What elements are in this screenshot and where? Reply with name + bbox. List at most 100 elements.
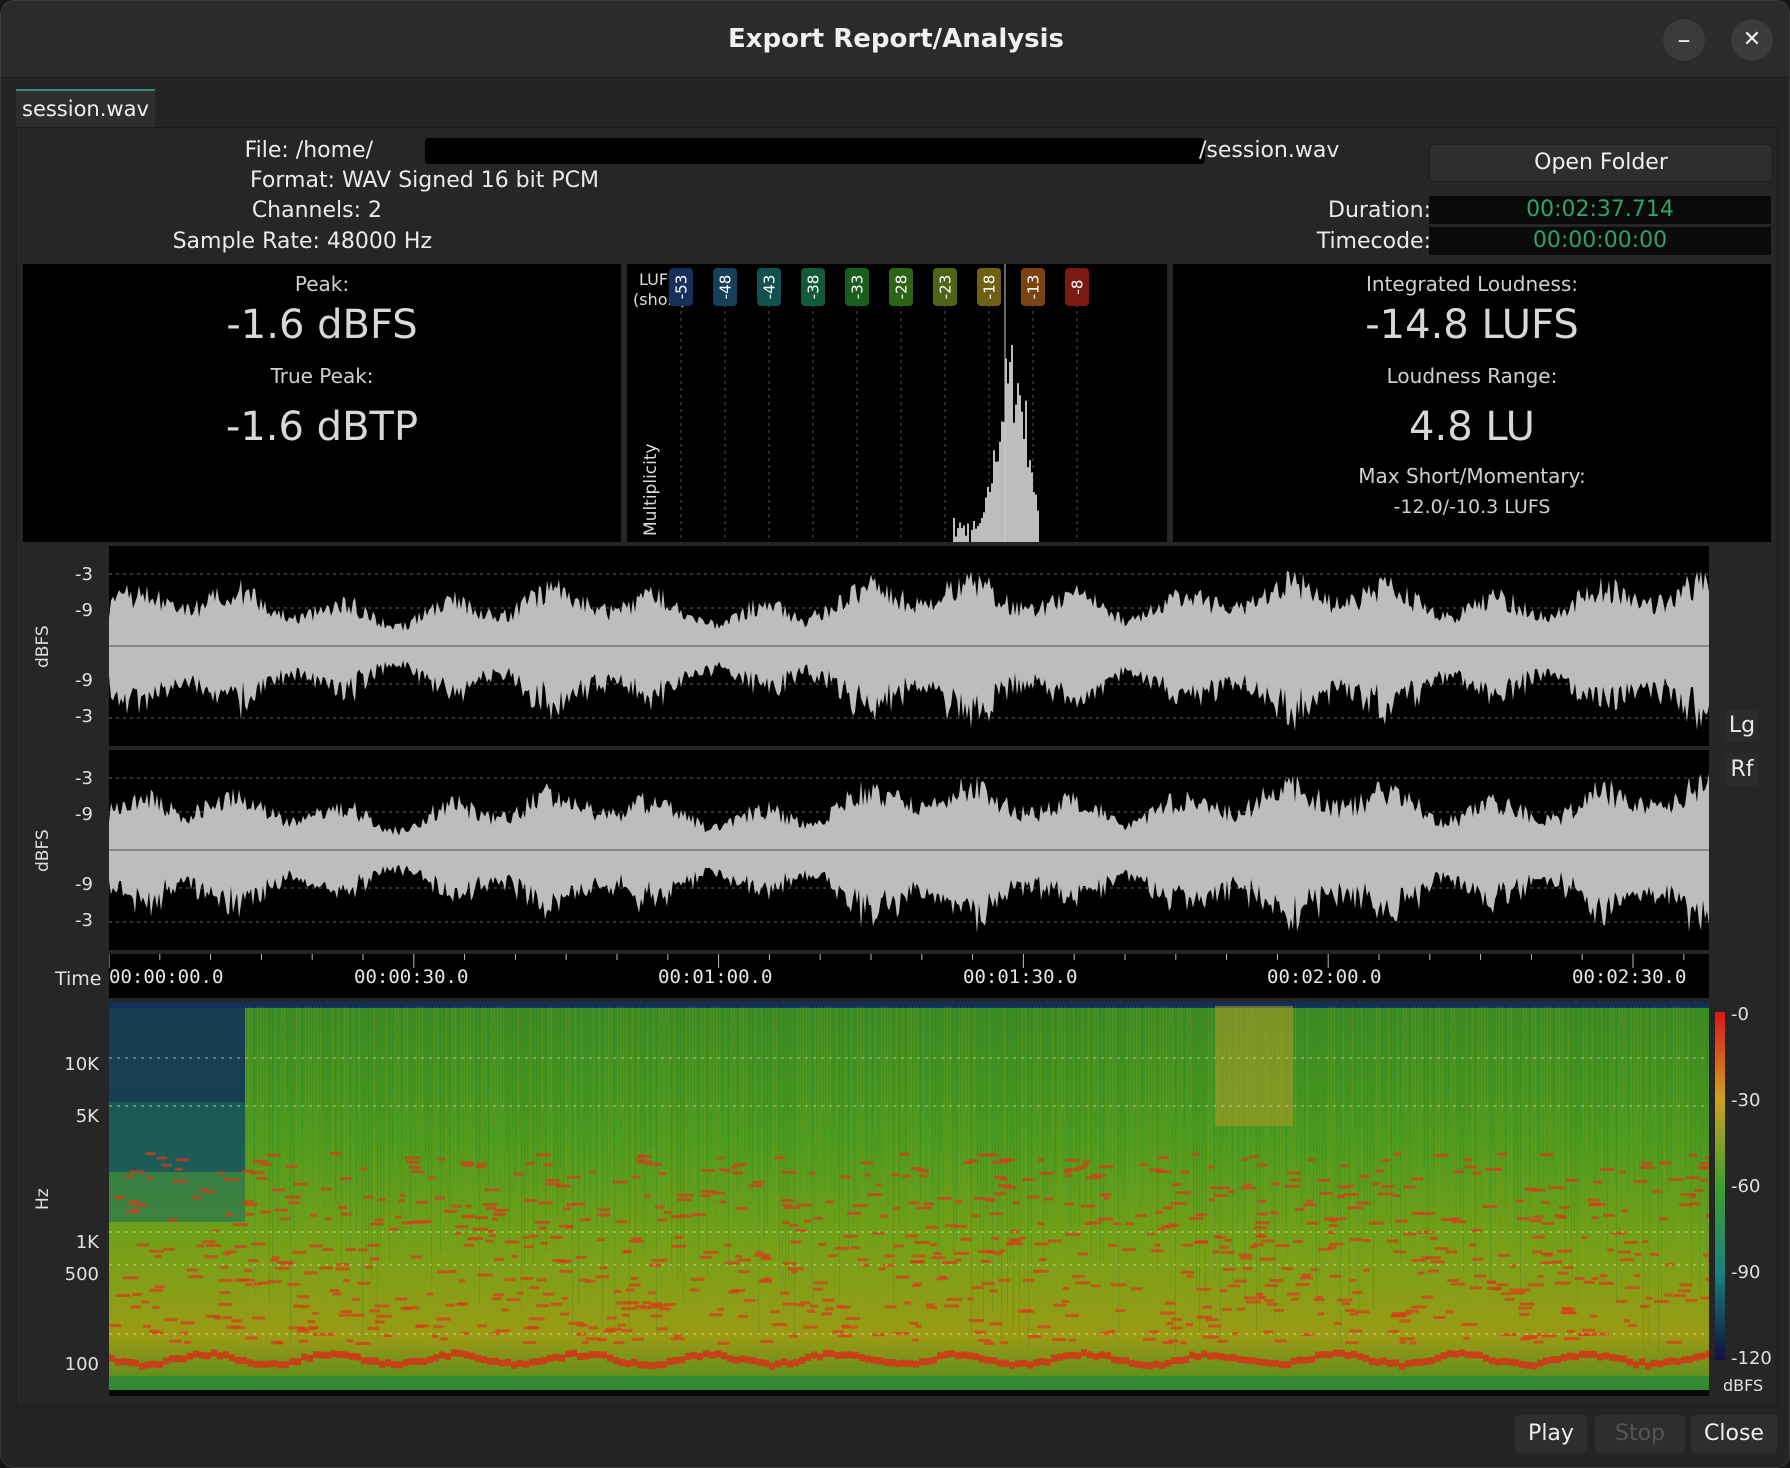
duration-value: 00:02:37.714 [1429, 196, 1771, 224]
window-title: Export Report/Analysis [727, 24, 1065, 54]
log-scale-toggle[interactable]: Lg [1725, 710, 1759, 742]
peak-panel: Peak: -1.6 dBFS True Peak: -1.6 dBTP [23, 264, 621, 542]
histogram-bar [1013, 422, 1015, 542]
histogram-bar [963, 525, 965, 542]
titlebar: Export Report/Analysis – ✕ [1, 1, 1789, 78]
waveform-left-channel[interactable] [109, 546, 1709, 746]
play-button[interactable]: Play [1515, 1415, 1587, 1453]
histogram-tick-tag: -33 [845, 268, 869, 306]
waveform-envelope [109, 773, 1709, 934]
time-axis-label: Time [55, 968, 102, 990]
peak-value: -1.6 dBFS [226, 302, 418, 348]
freq-tick: 1K [75, 1232, 99, 1253]
wave-l-tick: -3 [75, 706, 93, 727]
time-tick: 00:01:30.0 [963, 966, 1078, 988]
histogram-tick-tag: -38 [801, 268, 825, 306]
max-short-momentary-value: -12.0/-10.3 LUFS [1393, 496, 1551, 518]
histogram-bar [1027, 467, 1029, 542]
histogram-bar [955, 536, 957, 542]
redacted-path [425, 138, 1205, 164]
scale-tick: -60 [1731, 1176, 1761, 1197]
time-tick: 00:02:30.0 [1572, 966, 1687, 988]
histogram-bar [1023, 438, 1025, 542]
scale-tick: -30 [1731, 1090, 1761, 1111]
integrated-loudness-value: -14.8 LUFS [1365, 302, 1579, 348]
integrated-loudness-label: Integrated Loudness: [1365, 272, 1579, 296]
close-window-button[interactable]: ✕ [1731, 19, 1773, 61]
scale-tick: -0 [1731, 1004, 1749, 1025]
waveform-right-y-label: dBFS [33, 829, 53, 872]
histogram-tick-tag: -43 [757, 268, 781, 306]
histogram-bar [989, 491, 991, 542]
loudness-range-value: 4.8 LU [1409, 404, 1535, 450]
minimize-button[interactable]: – [1663, 19, 1705, 61]
histogram-bar [1025, 400, 1027, 542]
histogram-bar [985, 497, 987, 542]
file-path-prefix: File: /home/ [244, 138, 373, 163]
freq-tick: 100 [64, 1354, 99, 1375]
open-folder-button[interactable]: Open Folder [1429, 144, 1773, 182]
waveform-left-plot [109, 570, 1709, 732]
histogram-bar [987, 486, 989, 542]
timecode-label: Timecode: [1316, 229, 1431, 254]
histogram-tick-tag: -28 [889, 268, 913, 306]
histogram-tick-tag: -8 [1065, 268, 1089, 306]
true-peak-value: -1.6 dBTP [225, 404, 419, 450]
histogram-bar [953, 518, 955, 542]
rectified-toggle[interactable]: Rf [1725, 754, 1759, 786]
histogram-bar [1005, 358, 1007, 542]
histogram-bar [995, 461, 997, 542]
scale-tick: -90 [1731, 1262, 1761, 1283]
waveform-right-channel[interactable] [109, 750, 1709, 950]
loudness-panel: Integrated Loudness: -14.8 LUFS Loudness… [1173, 264, 1771, 542]
histogram-bar [993, 450, 995, 542]
time-tick: 00:01:00.0 [658, 966, 773, 988]
histogram-bar [1031, 472, 1033, 542]
format-info: Format: WAV Signed 16 bit PCM [250, 168, 599, 193]
spectrogram[interactable] [109, 1002, 1722, 1396]
histogram-bar [965, 535, 967, 542]
sample-rate-info: Sample Rate: 48000 Hz [172, 229, 432, 254]
histogram-bar [1009, 362, 1011, 542]
wave-r-tick: -9 [75, 874, 93, 895]
histogram-tick-tag: -23 [933, 268, 957, 306]
stop-button[interactable]: Stop [1595, 1415, 1685, 1453]
timecode-value: 00:00:00:00 [1429, 227, 1771, 255]
duration-label: Duration: [1328, 198, 1431, 223]
spectrogram-y-label: Hz [33, 1188, 53, 1210]
time-tick: 00:00:30.0 [354, 966, 469, 988]
histogram-tick-tag: -18 [977, 268, 1001, 306]
wave-r-tick: -9 [75, 804, 93, 825]
freq-tick: 5K [75, 1106, 99, 1127]
histogram-bar [975, 528, 977, 542]
histogram-bar [1021, 411, 1023, 542]
spectrogram-plot [109, 1002, 1722, 1396]
histogram-bar [1003, 421, 1005, 542]
histogram-title-line1: LUFS [639, 270, 678, 289]
tab-session-wav[interactable]: session.wav [16, 89, 155, 127]
wave-l-tick: -9 [75, 600, 93, 621]
histogram-bar [959, 522, 961, 542]
histogram-tick-tag: -48 [713, 268, 737, 306]
histogram-bar [1035, 494, 1037, 542]
scale-unit: dBFS [1723, 1376, 1764, 1395]
minimize-icon: – [1677, 25, 1691, 55]
freq-tick: 500 [64, 1264, 99, 1285]
histogram-bar [1001, 421, 1003, 542]
histogram-bar [1011, 345, 1013, 542]
scale-tick: -120 [1731, 1348, 1772, 1369]
waveform-right-plot [109, 773, 1709, 934]
db-color-scale [1715, 1012, 1725, 1360]
histogram-bar [971, 529, 973, 542]
histogram-bar [983, 512, 985, 542]
close-button[interactable]: Close [1691, 1415, 1777, 1453]
report-content: File: /home/ /session.wav Format: WAV Si… [16, 127, 1778, 1407]
time-tick: 00:02:00.0 [1267, 966, 1382, 988]
timeline-ruler[interactable]: 00:00:00.0 00:00:30.0 00:01:00.0 00:01:3… [109, 954, 1709, 998]
histogram-bar [979, 523, 981, 542]
histogram-tick-tag: -13 [1021, 268, 1045, 306]
loudness-range-label: Loudness Range: [1386, 364, 1558, 388]
timeline-ticks [109, 954, 1685, 968]
histogram-y-label: Multiplicity [641, 443, 661, 536]
